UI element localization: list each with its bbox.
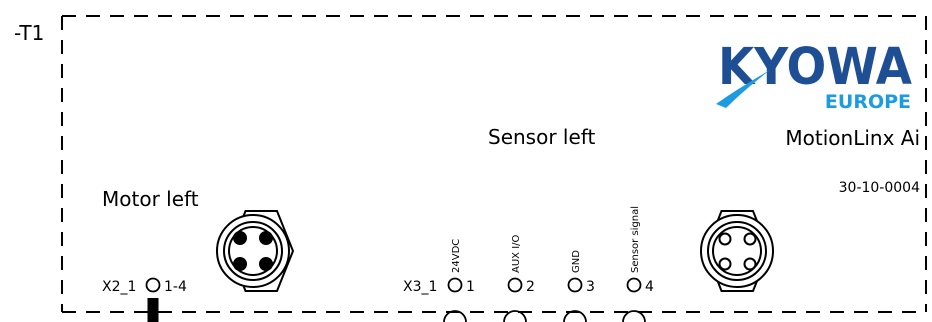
terminal-point-icon [567, 277, 583, 293]
motor-pin-dot [233, 257, 247, 271]
pin-number: 1 [466, 279, 475, 295]
motor-terminal-pins: 1-4 [164, 279, 187, 295]
motor-terminal: X2_1 1-4 [102, 277, 187, 322]
motor-terminal-name: X2_1 [102, 279, 136, 295]
motor-pin-dot [259, 231, 273, 245]
motor-pin-dot [233, 231, 247, 245]
logo-swoosh-icon [716, 70, 770, 108]
sensor-connector-icon [700, 210, 774, 292]
pin-number: 2 [526, 279, 535, 295]
pin-label: Sensor signal [630, 206, 641, 273]
sensor-pin-3: 3 GND [563, 250, 595, 322]
sensor-pin-dot [718, 257, 732, 271]
sensor-section-title: Sensor left [488, 125, 595, 149]
wire-arc [563, 310, 587, 322]
device-boundary [61, 15, 927, 313]
pin-number: 4 [645, 279, 654, 295]
sensor-pin-dot [718, 232, 732, 246]
part-number: 30-10-0004 [839, 180, 920, 196]
pin-label: 24VDC [451, 239, 462, 273]
wire-arc [622, 310, 646, 322]
sensor-terminal-name: X3_1 [403, 279, 437, 295]
sensor-pin-1: 1 24VDC [443, 239, 475, 322]
terminal-point-icon [507, 277, 523, 293]
motor-pin-dot [259, 257, 273, 271]
sensor-terminal: X3_1 1 24VDC 2 AUX I/O 3 GND 4 Sensor [403, 206, 654, 322]
sensor-pin-2: 2 AUX I/O [503, 234, 535, 322]
motor-connector-icon [216, 210, 295, 292]
logo-brand: KYOWA [718, 38, 912, 97]
wire-arc [443, 310, 467, 322]
logo-region: EUROPE [825, 91, 911, 113]
device-model: MotionLinx Ai [785, 126, 920, 150]
motor-section-title: Motor left [102, 187, 199, 211]
pin-number: 3 [586, 279, 595, 295]
sensor-pin-dot [743, 257, 757, 271]
terminal-point-icon [626, 277, 642, 293]
sensor-pin-dot [743, 232, 757, 246]
sensor-pin-4: 4 Sensor signal [622, 206, 654, 322]
kyowa-logo: KYOWA EUROPE [716, 38, 912, 113]
pin-label: GND [571, 250, 582, 273]
device-designation: -T1 [14, 21, 44, 45]
terminal-point-icon [447, 277, 463, 293]
terminal-point-icon [145, 277, 161, 293]
pin-label: AUX I/O [511, 234, 522, 273]
motor-cable-marker [147, 298, 159, 322]
wire-arc [503, 310, 527, 322]
